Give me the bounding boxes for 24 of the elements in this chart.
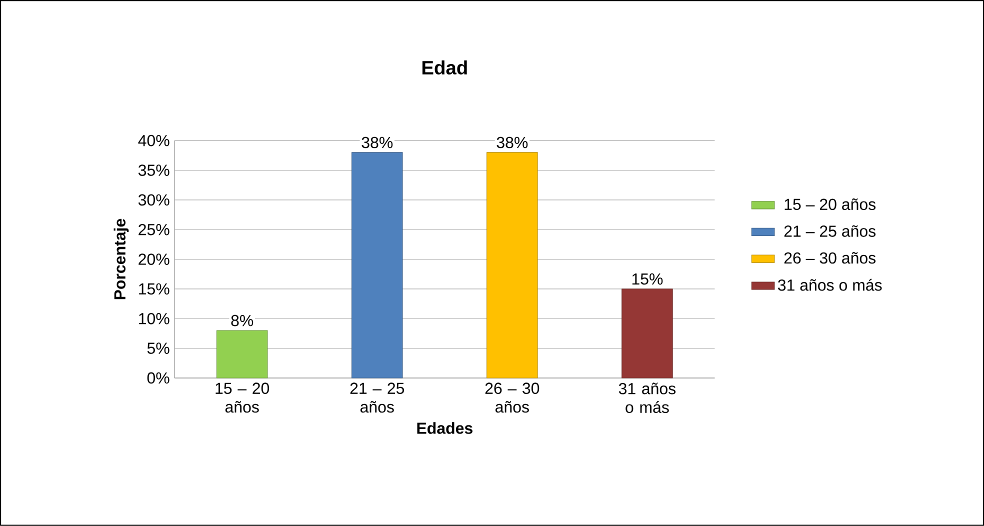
y-tick-label: 25% bbox=[138, 224, 170, 236]
y-tick-label: 30% bbox=[138, 194, 170, 206]
x-tick-label: 21 – 25 años bbox=[350, 382, 404, 413]
y-tick-label: 40% bbox=[138, 134, 170, 146]
legend-label: 15 – 20 años bbox=[784, 198, 876, 210]
x-tick-label: 26 – 30 años bbox=[485, 382, 540, 413]
y-tick-label: 35% bbox=[138, 164, 170, 176]
y-axis-title: Porcentaje bbox=[114, 218, 129, 300]
data-label: 8% bbox=[231, 314, 254, 326]
x-tick-label: 15 – 20 años bbox=[216, 382, 270, 413]
chart-title: Edad bbox=[422, 60, 467, 75]
data-label: 15% bbox=[632, 273, 663, 285]
y-tick-label: 10% bbox=[139, 313, 170, 324]
y-tick-label: 0% bbox=[147, 372, 170, 384]
x-tick-label: 31 años o más bbox=[618, 382, 676, 414]
data-label: 38% bbox=[362, 136, 393, 148]
legend-label: 26 – 30 años bbox=[784, 252, 876, 264]
y-tick-label: 15% bbox=[139, 283, 170, 295]
data-label: 38% bbox=[496, 136, 528, 148]
y-tick-label: 20% bbox=[138, 254, 170, 265]
legend-label: 31 años o más bbox=[778, 278, 882, 291]
x-axis-title: Edades bbox=[417, 422, 472, 434]
y-tick-label: 5% bbox=[147, 342, 170, 354]
legend-label: 21 – 25 años bbox=[784, 225, 876, 237]
